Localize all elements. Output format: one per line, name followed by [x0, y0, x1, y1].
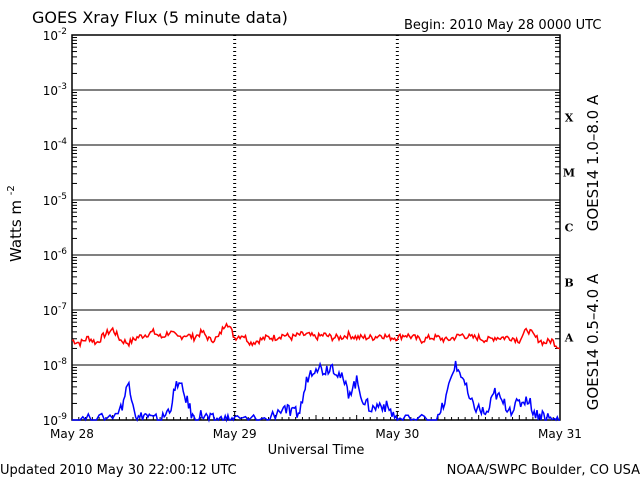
- y-tick-exponent: -7: [58, 302, 67, 312]
- y-axis-ticks: 10-210-310-410-510-610-710-810-9: [43, 27, 560, 428]
- x-axis-label: Universal Time: [268, 443, 365, 458]
- x-axis-ticks: May 28 May 29 May 30 May 31: [50, 412, 582, 441]
- legend-series-red: GOES14 1.0–8.0 A: [584, 94, 602, 231]
- y-tick-base: 10: [43, 29, 58, 43]
- y-tick-exponent: -5: [58, 192, 67, 202]
- flare-class-label: B: [564, 277, 573, 290]
- y-tick-label: 10-4: [43, 137, 68, 153]
- series-layer: [72, 321, 561, 423]
- y-tick-label: 10-8: [43, 357, 68, 373]
- credit-footer: NOAA/SWPC Boulder, CO USA: [447, 463, 640, 478]
- y-tick-base: 10: [43, 84, 58, 98]
- flare-class-labels: X M C B A: [563, 112, 575, 345]
- plot-area: [71, 34, 561, 421]
- y-tick-base: 10: [43, 414, 58, 428]
- y-axis-label: Watts m -2: [6, 185, 25, 262]
- svg-text:Watts m -2: Watts m -2: [6, 185, 25, 262]
- y-tick-base: 10: [43, 249, 58, 263]
- y-tick-base: 10: [43, 139, 58, 153]
- updated-footer: Updated 2010 May 30 22:00:12 UTC: [0, 463, 237, 478]
- y-axis-label-exponent: -2: [6, 185, 17, 195]
- y-tick-exponent: -2: [58, 27, 67, 37]
- y-axis-label-text: Watts m: [7, 200, 25, 262]
- series-line-red: [72, 321, 561, 350]
- y-tick-exponent: -9: [58, 412, 67, 422]
- series-line-blue: [72, 360, 560, 423]
- y-tick-label: 10-9: [43, 412, 68, 428]
- flare-class-label: A: [564, 332, 574, 345]
- legend-series-blue: GOES14 0.5–4.0 A: [584, 273, 602, 410]
- flare-class-label: M: [563, 167, 575, 180]
- x-tick-label: May 31: [538, 427, 582, 441]
- y-tick-exponent: -4: [58, 137, 67, 147]
- y-tick-exponent: -8: [58, 357, 67, 367]
- y-tick-base: 10: [43, 194, 58, 208]
- y-tick-base: 10: [43, 304, 58, 318]
- x-tick-label: May 28: [50, 427, 94, 441]
- y-tick-label: 10-7: [43, 302, 67, 318]
- y-tick-label: 10-2: [43, 27, 67, 43]
- flare-class-label: C: [565, 222, 574, 235]
- y-tick-label: 10-3: [43, 82, 67, 98]
- flare-class-label: X: [565, 112, 574, 125]
- y-tick-label: 10-5: [43, 192, 67, 208]
- y-tick-exponent: -6: [58, 247, 67, 257]
- grid-lines: [72, 35, 560, 420]
- begin-label: Begin: 2010 May 28 0000 UTC: [404, 18, 601, 33]
- y-tick-label: 10-6: [43, 247, 68, 263]
- chart-title: GOES Xray Flux (5 minute data): [32, 8, 288, 27]
- y-tick-base: 10: [43, 359, 58, 373]
- y-tick-exponent: -3: [58, 82, 67, 92]
- x-tick-label: May 30: [375, 427, 419, 441]
- x-tick-label: May 29: [213, 427, 257, 441]
